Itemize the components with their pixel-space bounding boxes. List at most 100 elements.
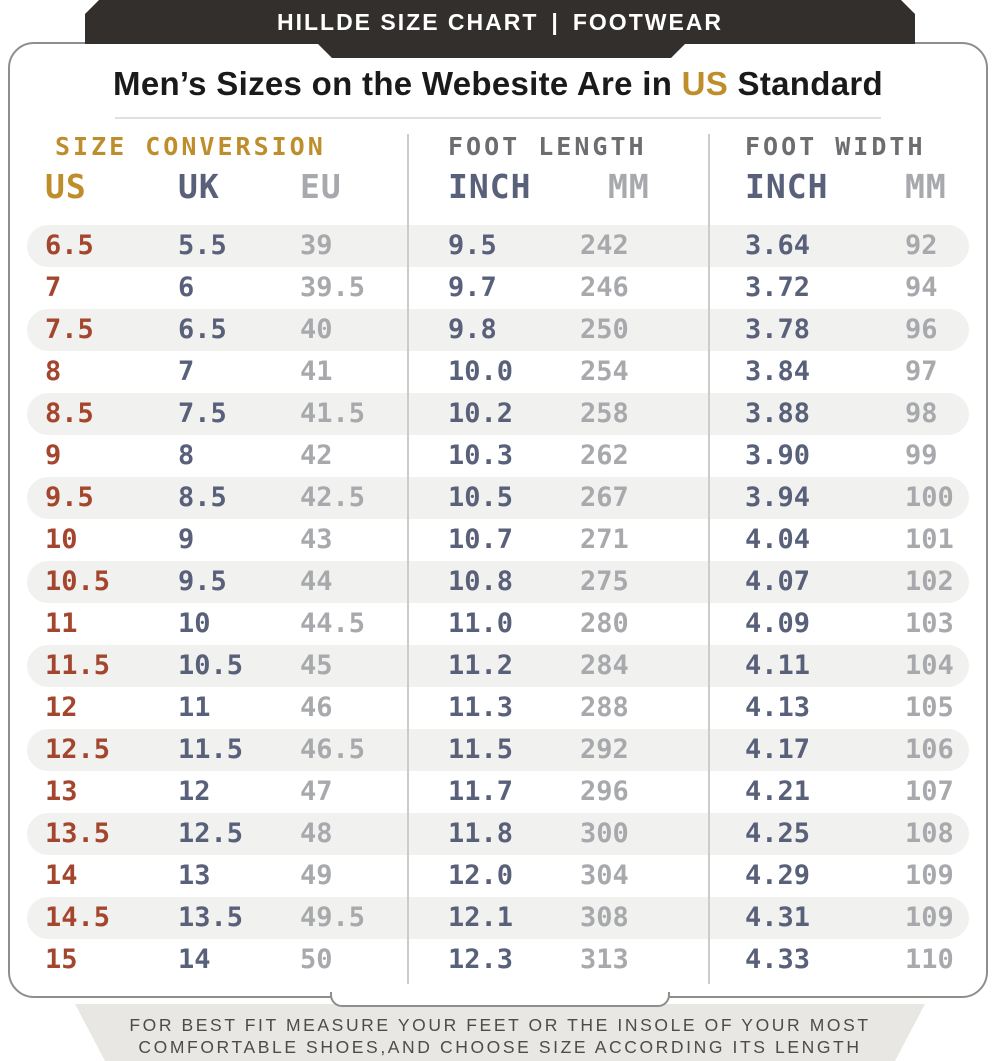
table-cell: 42 [300,440,333,471]
table-row: 14.5 13.5 49.5 12.1 308 4.31 109 [27,897,969,939]
table-cell: 4.04 [745,524,811,555]
table-cell: 39 [300,230,333,261]
banner-text: HILLDE SIZE CHART | FOOTWEAR [277,0,723,45]
table-row: 6.5 5.5 39 9.5 242 3.64 92 [27,225,969,267]
table-cell: 13.5 [45,818,111,849]
table-cell: 296 [580,776,629,807]
table-cell: 4.11 [745,650,811,681]
table-cell: 94 [905,272,938,303]
table-cell: 10 [45,524,78,555]
table-cell: 4.07 [745,566,811,597]
footer-note-band: FOR BEST FIT MEASURE YOUR FEET OR THE IN… [75,1004,925,1061]
table-row: 7.5 6.5 40 9.8 250 3.78 96 [27,309,969,351]
table-cell: 40 [300,314,333,345]
group-header-3: FOOT WIDTH [745,132,926,161]
group-header-1: SIZE CONVERSION [55,132,326,161]
vertical-divider-1 [407,134,409,984]
table-cell: 9.5 [45,482,94,513]
table-cell: 39.5 [300,272,366,303]
table-cell: 4.21 [745,776,811,807]
table-row: 13.5 12.5 48 11.8 300 4.25 108 [27,813,969,855]
footer-note-line1: FOR BEST FIT MEASURE YOUR FEET OR THE IN… [129,1015,871,1035]
table-cell: 313 [580,944,629,975]
table-cell: 41.5 [300,398,366,429]
table-cell: 250 [580,314,629,345]
table-cell: 8.5 [178,482,227,513]
table-cell: 7 [45,272,62,303]
table-cell: 242 [580,230,629,261]
table-cell: 14 [45,860,78,891]
table-cell: 42.5 [300,482,366,513]
table-cell: 284 [580,650,629,681]
column-header-inch-3: INCH [448,167,532,206]
table-cell: 6 [178,272,195,303]
vertical-divider-2 [708,134,710,984]
table-cell: 8 [45,356,62,387]
table-cell: 4.25 [745,818,811,849]
table-cell: 110 [905,944,954,975]
table-cell: 12.1 [448,902,514,933]
table-cell: 4.29 [745,860,811,891]
table-cell: 3.84 [745,356,811,387]
table-cell: 4.09 [745,608,811,639]
table-cell: 13.5 [178,902,244,933]
table-row: 13 12 47 11.7 296 4.21 107 [27,771,969,813]
column-header-eu-2: EU [300,167,342,206]
table-cell: 41 [300,356,333,387]
table-cell: 102 [905,566,954,597]
table-body: 6.5 5.5 39 9.5 242 3.64 92 7 6 39.5 9.7 246 3.72 94 7.… [10,225,986,981]
table-cell: 10 [178,608,211,639]
table-cell: 14 [178,944,211,975]
table-cell: 50 [300,944,333,975]
table-cell: 10.7 [448,524,514,555]
table-row: 8 7 41 10.0 254 3.84 97 [27,351,969,393]
table-cell: 275 [580,566,629,597]
table-cell: 12 [178,776,211,807]
table-cell: 14.5 [45,902,111,933]
table-cell: 10.2 [448,398,514,429]
table-cell: 304 [580,860,629,891]
column-header-us-0: US [45,167,87,206]
table-cell: 43 [300,524,333,555]
table-cell: 3.90 [745,440,811,471]
table-cell: 10.0 [448,356,514,387]
table-cell: 8 [178,440,195,471]
table-cell: 13 [178,860,211,891]
table-cell: 8.5 [45,398,94,429]
table-cell: 11 [45,608,78,639]
table-cell: 11.5 [448,734,514,765]
table-cell: 109 [905,902,954,933]
table-cell: 12.5 [178,818,244,849]
table-cell: 45 [300,650,333,681]
table-cell: 107 [905,776,954,807]
table-cell: 280 [580,608,629,639]
banner-title-right: FOOTWEAR [572,9,724,35]
table-cell: 9.7 [448,272,497,303]
table-row: 15 14 50 12.3 313 4.33 110 [27,939,969,981]
table-cell: 12.3 [448,944,514,975]
card-bottom-tab [330,992,670,1007]
table-cell: 308 [580,902,629,933]
title-prefix: Men’s Sizes on the Webesite Are in [113,65,673,102]
table-cell: 44.5 [300,608,366,639]
table-cell: 3.94 [745,482,811,513]
table-cell: 10.5 [45,566,111,597]
table-cell: 3.78 [745,314,811,345]
table-cell: 4.13 [745,692,811,723]
table-cell: 103 [905,608,954,639]
table-row: 9.5 8.5 42.5 10.5 267 3.94 100 [27,477,969,519]
table-cell: 11 [178,692,211,723]
table-cell: 11.7 [448,776,514,807]
table-cell: 254 [580,356,629,387]
title-divider-line [115,117,881,119]
table-cell: 12 [45,692,78,723]
table-cell: 98 [905,398,938,429]
table-cell: 288 [580,692,629,723]
group-header-2: FOOT LENGTH [448,132,647,161]
table-cell: 300 [580,818,629,849]
table-row: 12 11 46 11.3 288 4.13 105 [27,687,969,729]
table-cell: 4.31 [745,902,811,933]
column-header-uk-1: UK [178,167,220,206]
table-cell: 11.3 [448,692,514,723]
